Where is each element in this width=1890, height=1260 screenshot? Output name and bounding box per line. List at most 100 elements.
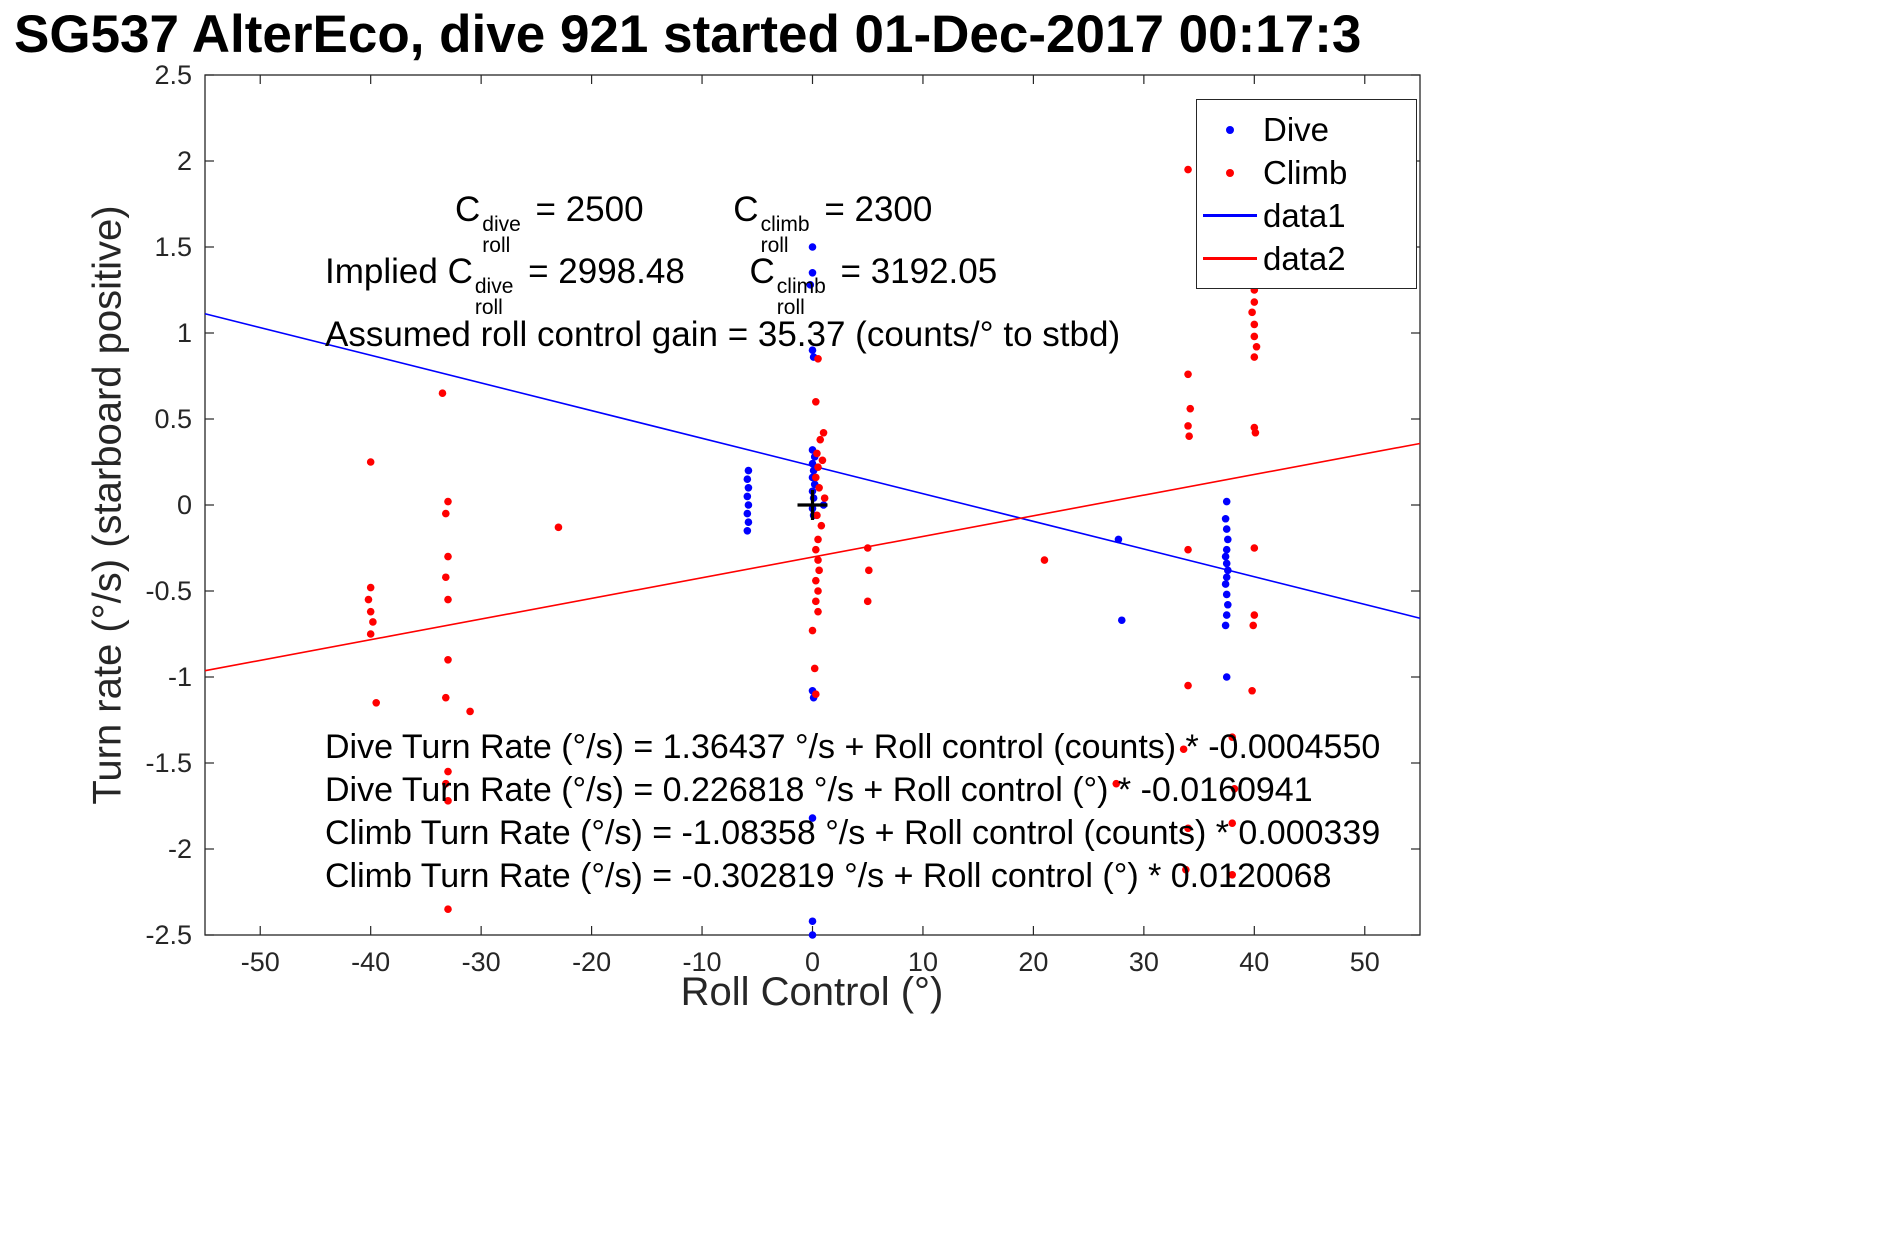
climb-point — [1228, 819, 1237, 827]
climb-point — [814, 463, 822, 471]
dive-point — [1222, 590, 1231, 599]
climb-point — [444, 767, 452, 776]
x-tick-label: 10 — [908, 947, 938, 977]
climb-point — [812, 576, 820, 585]
dive-point — [1222, 673, 1231, 681]
climb-point — [812, 398, 820, 406]
climb-point — [366, 583, 375, 592]
climb-point — [1184, 422, 1192, 430]
climb-eq-counts: Climb Turn Rate (°/s) = -1.08358 °/s + R… — [325, 814, 1381, 852]
legend-label-climb: Climb — [1263, 153, 1348, 191]
climb-point — [813, 449, 821, 458]
dive-point — [1222, 611, 1231, 619]
climb-point — [1250, 611, 1259, 619]
x-tick-label: 40 — [1239, 947, 1269, 977]
climb-point — [816, 435, 825, 444]
dive-point — [743, 509, 752, 518]
implied-prefix: Implied — [325, 252, 448, 291]
climb-point — [366, 607, 375, 616]
legend-item-data2: data2 — [1197, 237, 1416, 280]
x-tick-label: 50 — [1350, 947, 1380, 977]
climb-point — [369, 618, 377, 626]
y-tick-label: 0.5 — [154, 404, 192, 434]
climb-point — [441, 693, 450, 702]
climb-point — [863, 544, 872, 552]
dive-point — [1221, 621, 1230, 630]
y-tick-label: 0 — [177, 490, 192, 520]
climb-point — [372, 699, 381, 707]
climb-point — [815, 484, 823, 492]
climb-point — [444, 797, 452, 805]
climb-point — [1250, 353, 1259, 361]
x-tick-label: -20 — [572, 947, 611, 977]
x-tick-label: 20 — [1018, 947, 1048, 977]
fit-line-data2 — [204, 442, 1421, 672]
climb-point — [1250, 332, 1259, 341]
legend: Dive Climb data1 data2 — [1196, 99, 1417, 289]
legend-item-dive: Dive — [1197, 108, 1416, 151]
dive-point — [808, 243, 817, 251]
climb-point — [814, 607, 822, 616]
climb-point — [444, 905, 452, 913]
dive-point — [744, 484, 753, 492]
dive-point — [1221, 580, 1230, 588]
climb-point — [818, 456, 827, 465]
climb-point — [819, 428, 828, 437]
climb-point — [366, 630, 375, 638]
climb-point — [366, 458, 375, 466]
climb-point — [1179, 745, 1188, 754]
dive-point — [1222, 573, 1231, 582]
y-tick-label: 2.5 — [154, 60, 192, 90]
x-tick-label: 0 — [805, 947, 820, 977]
chart-title: SG537 AlterEco, dive 921 started 01-Dec-… — [14, 5, 1362, 64]
climb-point — [444, 595, 452, 604]
climb-point — [1251, 428, 1260, 437]
dive-point — [808, 269, 817, 277]
climb-point — [1184, 824, 1192, 833]
climb-point — [1040, 556, 1049, 564]
climb-point — [441, 779, 450, 788]
dive-eq-degrees: Dive Turn Rate (°/s) = 0.226818 °/s + Ro… — [325, 771, 1313, 809]
climb-point — [1112, 779, 1121, 788]
dive-point — [1221, 552, 1230, 561]
x-tick-label: -30 — [462, 947, 501, 977]
climb-eq-degrees: Climb Turn Rate (°/s) = -0.302819 °/s + … — [325, 857, 1332, 895]
data2-line-icon — [1197, 257, 1263, 260]
y-tick-label: 2 — [177, 146, 192, 176]
x-tick-label: 30 — [1129, 947, 1159, 977]
dive-point — [1222, 545, 1231, 554]
climb-point — [815, 566, 823, 575]
climb-point — [1250, 320, 1259, 329]
climb-point — [814, 355, 822, 363]
climb-point — [438, 389, 447, 398]
dive-point — [1117, 616, 1126, 625]
dive-point — [808, 346, 817, 355]
dive-point — [1221, 514, 1230, 523]
climb-point — [810, 664, 819, 673]
climb-point — [441, 509, 450, 518]
x-tick-label: -50 — [241, 947, 280, 977]
climb-point — [1184, 165, 1192, 174]
y-tick-label: -2.5 — [145, 920, 192, 950]
climb-point — [812, 473, 820, 482]
climb-point — [865, 566, 873, 575]
x-tick-label: -10 — [683, 947, 722, 977]
climb-point — [1186, 404, 1195, 413]
dive-point — [744, 501, 753, 509]
climb-point — [817, 521, 826, 530]
y-tick-label: -1.5 — [145, 748, 192, 778]
climb-point — [814, 587, 822, 595]
climb-point — [1250, 544, 1259, 552]
legend-label-data1: data1 — [1263, 196, 1346, 234]
climb-point — [1252, 342, 1261, 351]
climb-point — [1182, 865, 1190, 874]
y-tick-label: -2 — [168, 834, 192, 864]
y-tick-label: -0.5 — [145, 576, 192, 606]
